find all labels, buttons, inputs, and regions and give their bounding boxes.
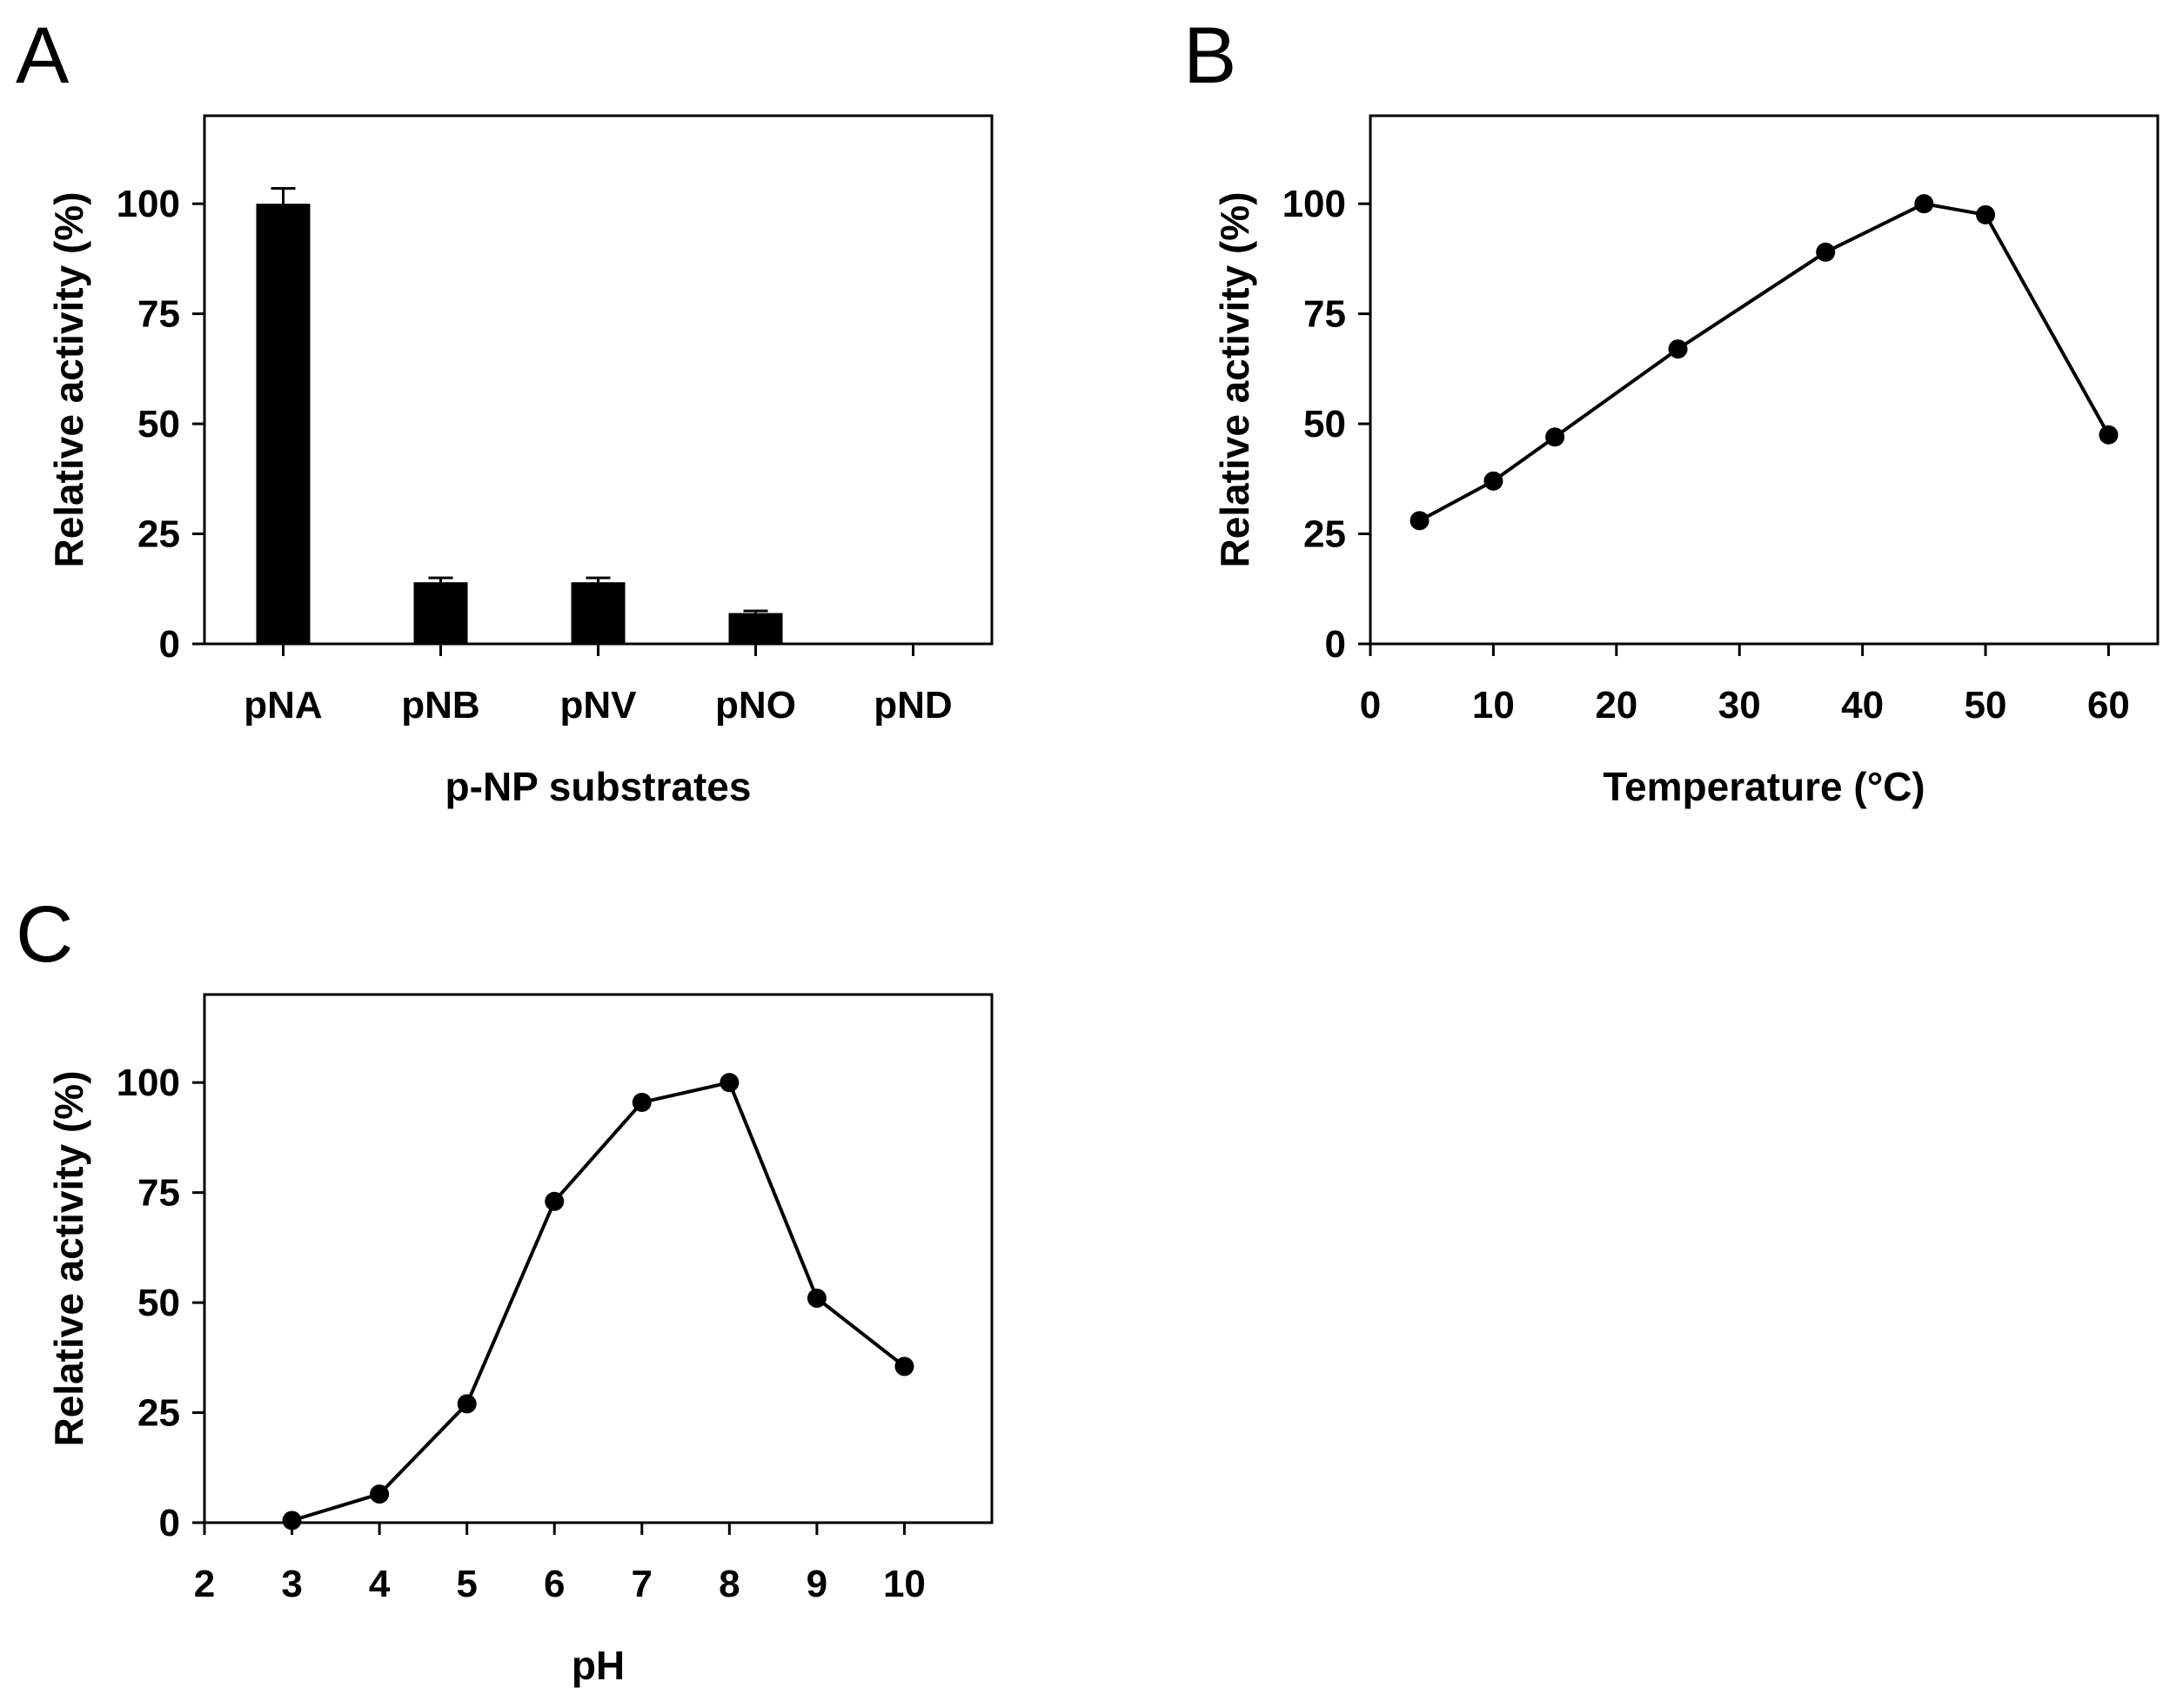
plot-frame (203, 114, 994, 646)
data-point (1545, 427, 1565, 447)
data-point (1668, 339, 1688, 359)
y-tick-label: 75 (1303, 293, 1346, 336)
panel-a: A 0 25 50 75 100 Relative activity (%) p-NP sub… (16, 11, 994, 809)
x-tick-label: 3 (281, 1563, 302, 1605)
data-point (370, 1484, 390, 1504)
data-point (1483, 471, 1503, 491)
series-line (1418, 202, 2111, 523)
error-bar-pNO (743, 609, 768, 613)
data-point (545, 1191, 565, 1211)
panel-c: C 0 25 50 75 100 Relative activity (%) pH 2 3 4 5 6 7… (16, 890, 994, 1688)
data-point (457, 1394, 477, 1414)
y-tick-label: 0 (159, 623, 180, 666)
y-tick-label: 100 (117, 183, 180, 225)
x-tick-label: 4 (369, 1563, 391, 1605)
x-tick-label: 10 (1472, 684, 1515, 727)
x-axis-title: p-NP substrates (445, 764, 752, 809)
data-point (1914, 194, 1934, 214)
y-tick-label: 50 (137, 403, 180, 445)
data-point (894, 1356, 914, 1376)
x-tick-label: 9 (807, 1563, 827, 1605)
y-tick-label: 50 (137, 1282, 180, 1324)
x-tick-label: 0 (1360, 684, 1381, 727)
data-point (807, 1289, 827, 1309)
data-point (1816, 242, 1836, 262)
data-point (282, 1510, 302, 1531)
data-point (720, 1073, 740, 1093)
error-bar-pNV (586, 576, 611, 583)
bar-pNB (413, 582, 468, 644)
x-tick-label: 30 (1718, 684, 1761, 727)
x-tick-label: pNA (244, 684, 322, 727)
series-line (291, 1081, 906, 1523)
y-axis-title: Relative activity (%) (1212, 191, 1257, 567)
x-tick-label: 5 (456, 1563, 477, 1605)
bar-pNA (256, 204, 311, 644)
data-point (632, 1092, 652, 1112)
x-tick-label: 8 (719, 1563, 740, 1605)
x-tick-label: pNV (560, 684, 638, 727)
data-point (2099, 425, 2119, 445)
y-tick-label: 75 (137, 1172, 180, 1215)
plot-frame (1369, 114, 2160, 646)
y-tick-label: 75 (137, 293, 180, 336)
x-tick-label: pNB (401, 684, 479, 727)
panel-letter: B (1183, 11, 1236, 100)
x-tick-label: pND (874, 684, 952, 727)
y-tick-label: 25 (137, 513, 180, 556)
y-tick-label: 0 (1325, 623, 1346, 666)
y-tick-label: 0 (159, 1502, 180, 1544)
panel-letter: C (16, 890, 73, 979)
x-tick-label: 7 (632, 1563, 653, 1605)
data-point (1410, 511, 1430, 531)
bar-pNV (571, 582, 626, 644)
y-tick-label: 25 (137, 1392, 180, 1435)
x-tick-label: 40 (1841, 684, 1884, 727)
y-axis-title: Relative activity (%) (46, 191, 91, 567)
x-tick-label: 60 (2087, 684, 2130, 727)
data-point (1976, 204, 1996, 224)
panel-letter: A (16, 11, 70, 100)
x-tick-label: 20 (1595, 684, 1637, 727)
x-tick-label: 10 (883, 1563, 926, 1605)
x-tick-label: 6 (544, 1563, 565, 1605)
x-tick-label: pNO (715, 684, 796, 727)
y-tick-label: 25 (1303, 513, 1346, 556)
x-tick-label: 2 (194, 1563, 215, 1605)
plot-frame (203, 993, 994, 1524)
error-bar-pNA (271, 186, 296, 204)
y-tick-label: 50 (1303, 403, 1346, 445)
x-axis-title: Temperature (°C) (1603, 764, 1925, 809)
y-tick-label: 100 (117, 1062, 180, 1104)
error-bar-pNB (428, 576, 453, 583)
y-tick-label: 100 (1282, 183, 1346, 225)
y-axis-title: Relative activity (%) (46, 1070, 91, 1446)
x-axis-title: pH (572, 1643, 625, 1688)
x-tick-label: 50 (1965, 684, 2007, 727)
bar-pNO (728, 613, 783, 644)
